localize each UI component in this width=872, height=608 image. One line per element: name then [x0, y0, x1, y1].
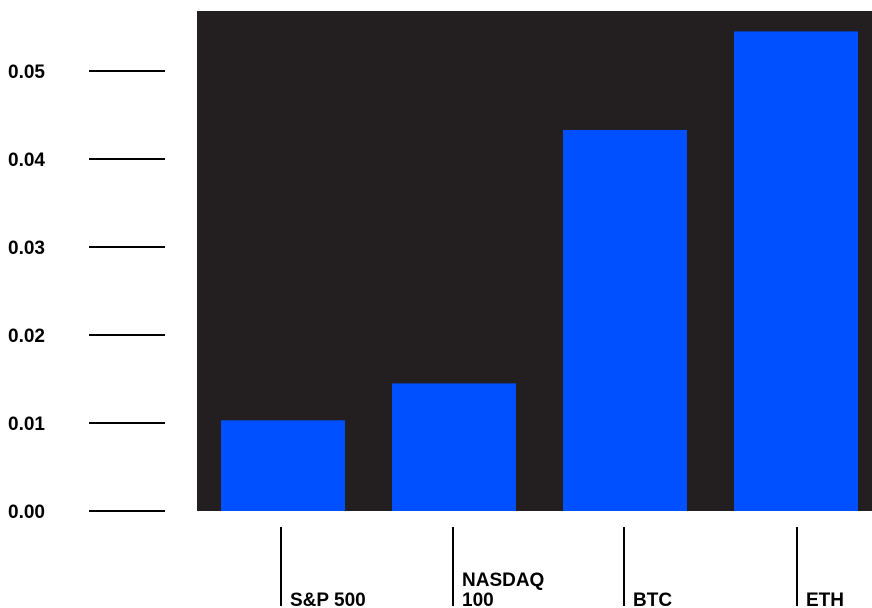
- bar: [563, 129, 687, 511]
- y-tick-label: 0.05: [8, 62, 45, 83]
- y-tick-label: 0.03: [8, 238, 45, 259]
- bar: [392, 383, 516, 511]
- y-tick-label: 0.02: [8, 326, 45, 347]
- y-axis: 0.00 0.01 0.02 0.03 0.04 0.05: [8, 62, 165, 523]
- bar: [734, 31, 858, 512]
- y-tick-label: 0.04: [8, 150, 45, 171]
- y-tick-label: 0.01: [8, 414, 45, 435]
- bars: [221, 31, 858, 512]
- x-axis: S&P 500 NASDAQ 100 BTC ETH: [280, 527, 844, 608]
- x-tick-label: S&P 500: [290, 590, 366, 608]
- x-tick-label: BTC: [633, 590, 672, 608]
- bar: [221, 420, 345, 511]
- x-tick-label: NASDAQ 100: [462, 570, 544, 608]
- y-tick-label: 0.00: [8, 502, 45, 523]
- x-tick-label: ETH: [806, 590, 844, 608]
